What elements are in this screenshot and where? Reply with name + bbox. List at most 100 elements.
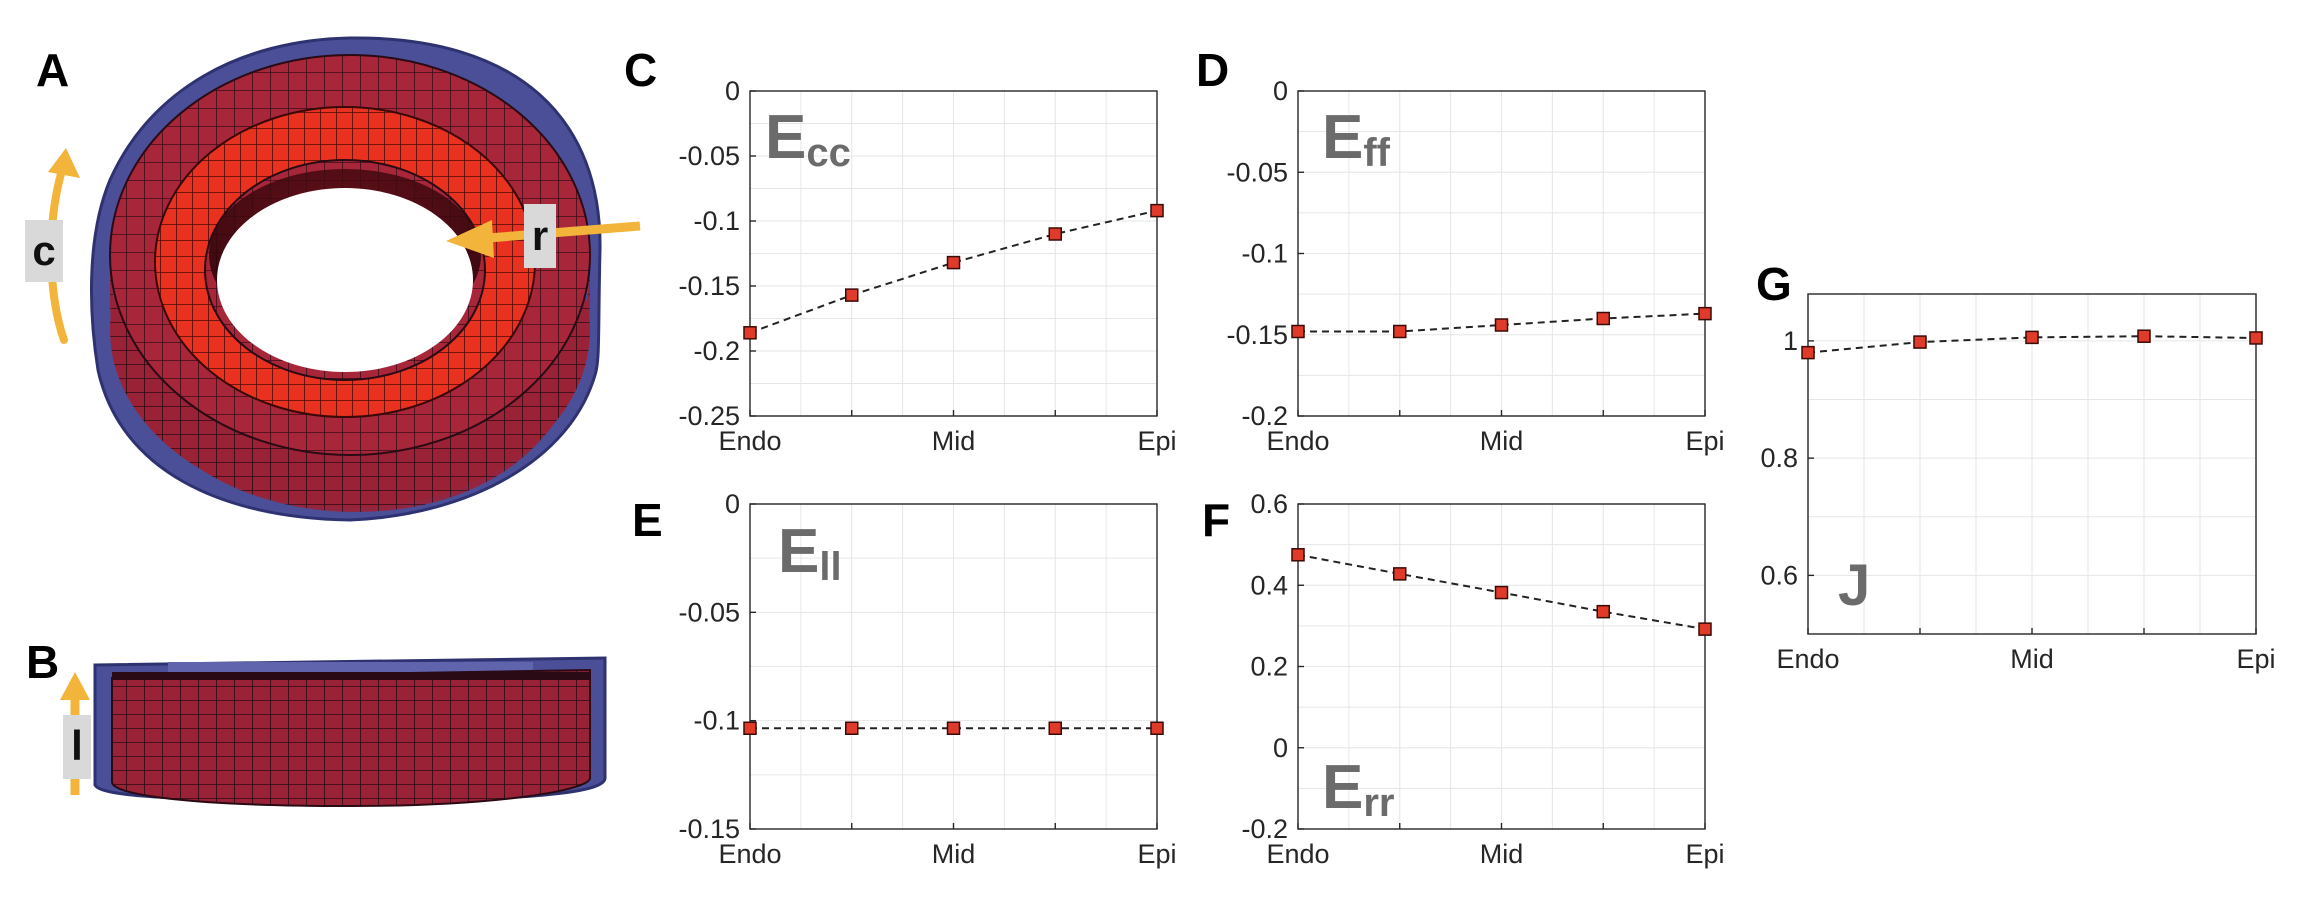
strain-label-subscript: ff xyxy=(1363,131,1390,175)
ring-hole xyxy=(217,188,473,372)
x-tick-label: Mid xyxy=(932,839,976,869)
data-point xyxy=(1913,335,1927,349)
data-point xyxy=(1048,227,1062,241)
data-point xyxy=(1291,548,1305,562)
y-tick-label: -0.1 xyxy=(1241,239,1288,269)
series-line xyxy=(1807,335,2257,354)
y-tick-label: 0.2 xyxy=(1250,652,1288,682)
radial-arrow-head xyxy=(446,220,494,258)
y-tick-label: -0.25 xyxy=(678,401,740,431)
y-tick-label: -0.15 xyxy=(678,814,740,844)
data-point xyxy=(1494,318,1509,332)
panel-letter-b: B xyxy=(26,636,59,688)
longitudinal-axis: l xyxy=(60,672,91,795)
series-line xyxy=(1298,312,1706,333)
x-tick-label: Endo xyxy=(1776,644,1839,674)
y-tick-label: 0.6 xyxy=(1250,489,1288,519)
strain-label-subscript: cc xyxy=(806,131,851,175)
data-point xyxy=(1048,721,1062,735)
circumferential-arrow-head xyxy=(48,148,80,178)
data-point xyxy=(1150,203,1164,218)
data-point xyxy=(2025,330,2039,345)
radial-arrow xyxy=(487,221,641,243)
y-tick-label: 0.8 xyxy=(1760,443,1798,473)
y-tick-label: -0.05 xyxy=(1226,157,1288,187)
y-tick-label: -0.05 xyxy=(678,597,740,627)
y-tick-label: -0.15 xyxy=(678,271,740,301)
y-tick-label: 0.4 xyxy=(1250,570,1288,600)
side-myocardium xyxy=(111,668,591,808)
x-tick-label: Endo xyxy=(1266,426,1329,456)
model-side-view xyxy=(93,656,607,808)
panel-letter-f: F xyxy=(1202,494,1230,546)
side-shell-top-rim xyxy=(168,662,533,672)
y-tick-label: -0.2 xyxy=(693,336,740,366)
y-tick-label: 0 xyxy=(1273,733,1288,763)
y-tick-label: -0.15 xyxy=(1226,320,1288,350)
x-tick-label: Epi xyxy=(1137,839,1176,869)
radial-axis: r xyxy=(446,204,641,268)
panel-letter-c: C xyxy=(624,44,657,96)
data-point xyxy=(845,288,859,302)
data-point xyxy=(1596,604,1610,619)
data-point xyxy=(2137,329,2151,343)
data-point xyxy=(1393,324,1407,339)
panel-letter-d: D xyxy=(1196,44,1229,96)
y-tick-label: 0 xyxy=(725,76,740,106)
data-point xyxy=(743,721,757,735)
data-point xyxy=(845,721,859,735)
radial-label: r xyxy=(532,212,548,259)
x-tick-label: Epi xyxy=(1685,426,1724,456)
strain-label: Err xyxy=(1322,753,1395,825)
y-tick-label: 1 xyxy=(1783,326,1798,356)
y-tick-label: 0 xyxy=(1273,76,1288,106)
x-tick-label: Epi xyxy=(1685,839,1724,869)
x-tick-label: Endo xyxy=(1266,839,1329,869)
longitudinal-arrow-head xyxy=(60,672,90,700)
circumferential-axis: c xyxy=(25,148,80,344)
y-tick-label: -0.1 xyxy=(693,706,740,736)
series-line xyxy=(749,209,1158,334)
y-tick-label: 0.6 xyxy=(1760,560,1798,590)
x-tick-label: Mid xyxy=(1480,839,1524,869)
radial-label-box xyxy=(524,204,556,268)
x-tick-label: Mid xyxy=(932,426,976,456)
data-point xyxy=(1150,721,1164,735)
data-point xyxy=(1291,324,1305,339)
x-tick-label: Mid xyxy=(2010,644,2054,674)
data-point xyxy=(743,326,757,340)
y-tick-label: -0.1 xyxy=(693,206,740,236)
data-point xyxy=(1801,345,1815,360)
data-point xyxy=(946,255,961,270)
data-point xyxy=(1393,567,1407,581)
data-point xyxy=(2249,331,2263,345)
panel-letter-e: E xyxy=(632,494,663,546)
y-tick-label: -0.2 xyxy=(1241,401,1288,431)
data-point xyxy=(1596,311,1610,326)
circumferential-label: c xyxy=(32,227,55,274)
strain-label-subscript: ll xyxy=(819,545,841,589)
x-tick-label: Epi xyxy=(2236,644,2275,674)
y-tick-label: -0.05 xyxy=(678,141,740,171)
y-tick-label: -0.2 xyxy=(1241,814,1288,844)
strain-label-subscript: rr xyxy=(1363,781,1394,825)
x-tick-label: Mid xyxy=(1480,426,1524,456)
circumferential-label-box xyxy=(25,220,63,282)
data-point xyxy=(1494,585,1509,600)
chart-j: 1 0.8 0.6 Endo Mid Epi J xyxy=(1760,293,2276,674)
side-top-edge xyxy=(112,672,590,680)
data-point xyxy=(946,721,961,735)
x-tick-label: Endo xyxy=(718,426,781,456)
panel-letter-g: G xyxy=(1756,258,1792,310)
longitudinal-label-box xyxy=(63,715,91,779)
panel-letter-a: A xyxy=(36,44,69,96)
strain-label: J xyxy=(1838,553,1870,618)
y-tick-label: 0 xyxy=(725,489,740,519)
model-top-view xyxy=(89,36,602,522)
data-point xyxy=(1698,306,1712,321)
